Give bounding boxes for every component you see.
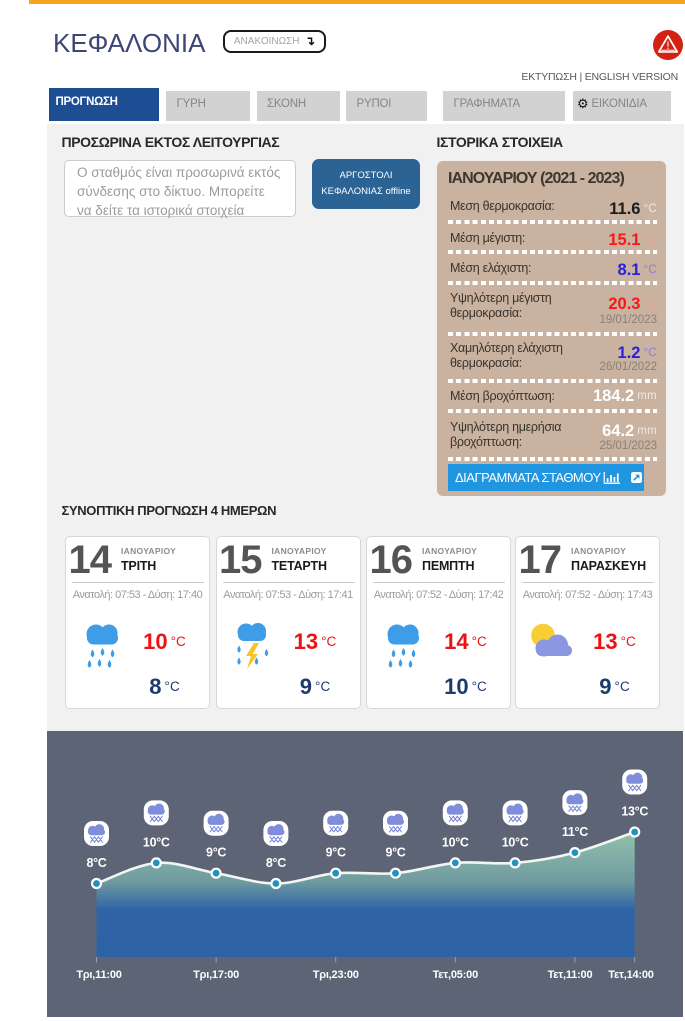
svg-text:Τρι,23:00: Τρι,23:00: [313, 969, 359, 981]
svg-text:10°C: 10°C: [502, 835, 529, 849]
svg-text:13°C: 13°C: [621, 805, 648, 819]
svg-text:9°C: 9°C: [206, 846, 226, 860]
svg-text:Τρι,17:00: Τρι,17:00: [193, 969, 239, 981]
svg-text:9°C: 9°C: [385, 846, 405, 860]
svg-text:Τετ,05:00: Τετ,05:00: [433, 969, 479, 981]
svg-text:8°C: 8°C: [266, 856, 286, 870]
svg-text:11°C: 11°C: [562, 825, 588, 839]
svg-text:Τετ,11:00: Τετ,11:00: [548, 969, 593, 981]
svg-text:9°C: 9°C: [326, 846, 346, 860]
svg-text:Τρι,11:00: Τρι,11:00: [76, 969, 121, 981]
svg-text:8°C: 8°C: [86, 856, 106, 870]
svg-text:10°C: 10°C: [442, 835, 469, 849]
svg-text:10°C: 10°C: [143, 835, 170, 849]
svg-text:Τετ,14:00: Τετ,14:00: [608, 969, 654, 981]
